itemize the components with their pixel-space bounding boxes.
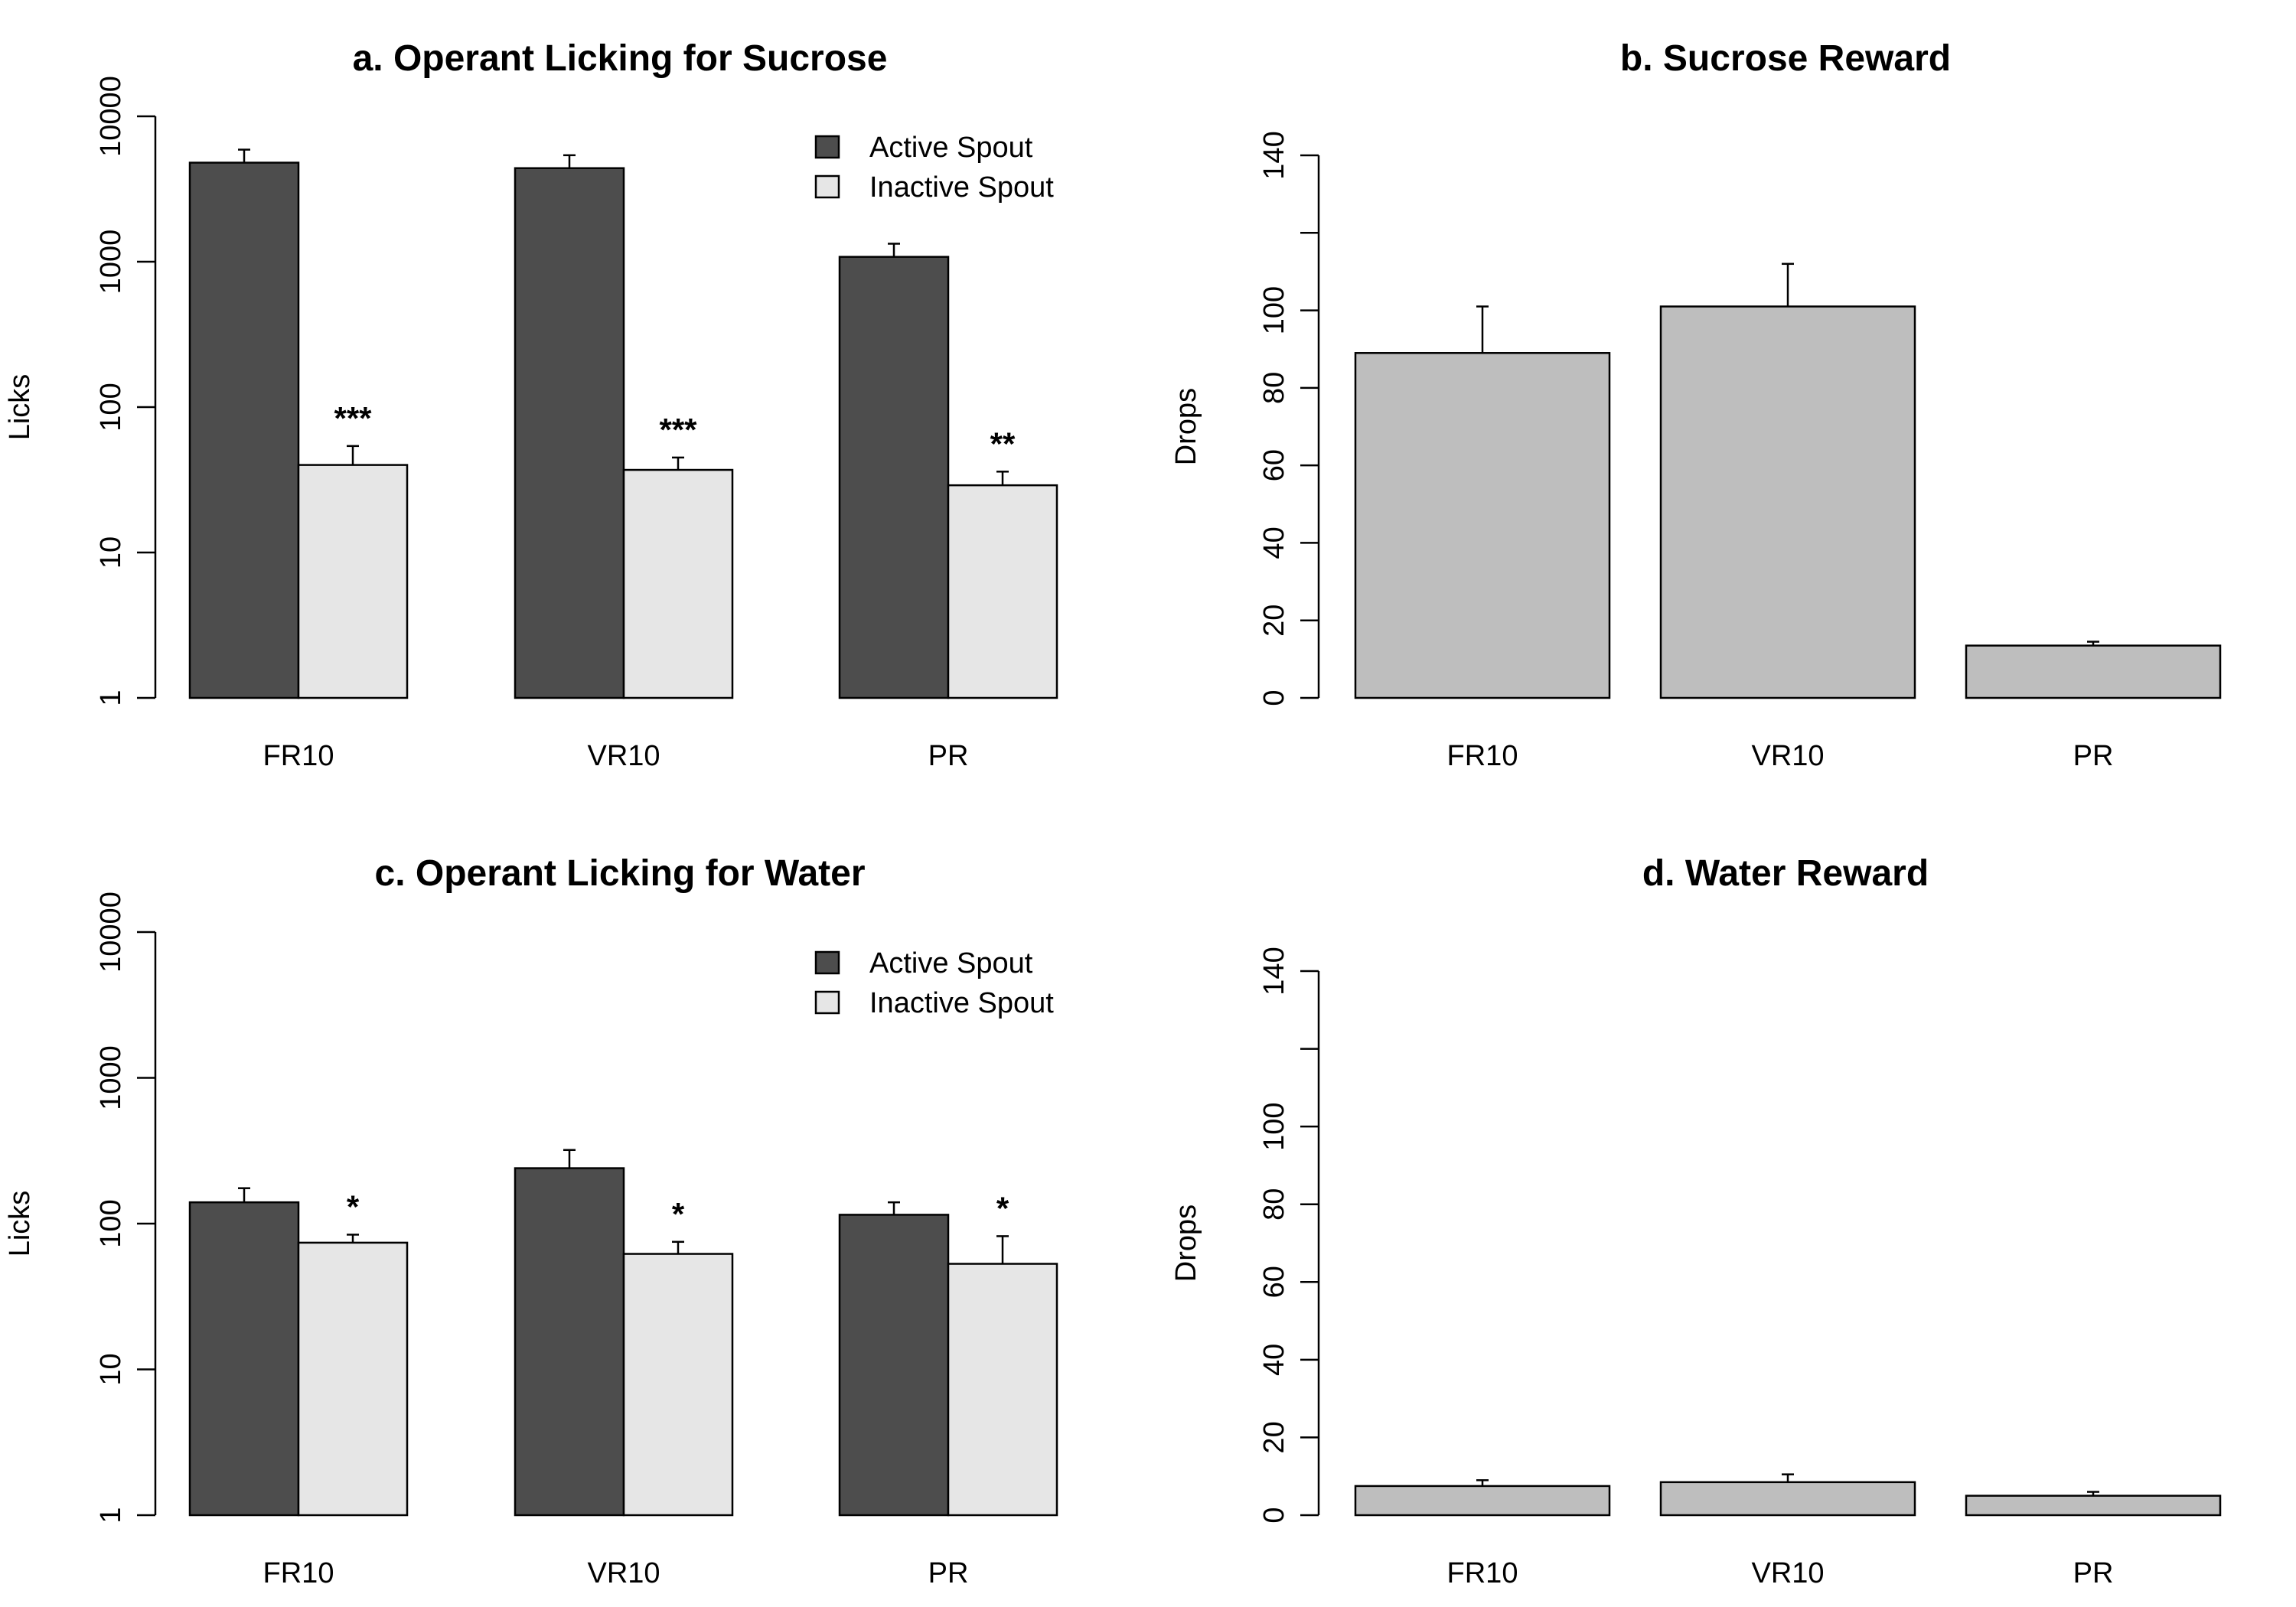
x-category-label: FR10: [1447, 740, 1518, 772]
y-tick-label: 10: [95, 536, 127, 569]
bar: [1354, 352, 1611, 699]
bar: [947, 1263, 1058, 1517]
y-tick-label: 40: [1258, 1344, 1290, 1376]
legend-swatch: [814, 135, 840, 159]
significance-label: *: [672, 1196, 685, 1232]
bar: [1965, 644, 2222, 699]
y-tick-label: 100: [95, 1199, 127, 1247]
legend-swatch: [814, 950, 840, 975]
panel-d: d. Water Reward 0 20 40 60 80 100 140 Drops FR10 V…: [1170, 853, 2222, 1589]
y-tick-label: 100: [1258, 1102, 1290, 1150]
bar: [1659, 1481, 1916, 1517]
bar: [1354, 1485, 1611, 1517]
y-tick-label: 1000: [95, 1045, 127, 1110]
x-category-label: FR10: [263, 1557, 334, 1589]
x-category-label: PR: [2073, 1557, 2114, 1589]
legend-label: Active Spout: [869, 132, 1033, 164]
bar: [514, 1167, 625, 1517]
chart-title: b. Sucrose Reward: [1620, 38, 1951, 79]
panel-a: a. Operant Licking for Sucrose 1 10 100 1000…: [4, 38, 1058, 772]
y-tick-label: 10: [95, 1353, 127, 1385]
bar: [514, 167, 625, 699]
bar: [622, 1253, 734, 1517]
x-category-label: PR: [928, 740, 969, 772]
y-tick-label: 1: [95, 1507, 127, 1523]
legend-label: Active Spout: [869, 947, 1033, 980]
y-axis-label: Licks: [4, 1191, 36, 1257]
y-tick-label: 1: [95, 689, 127, 706]
y-tick-label: 80: [1258, 1188, 1290, 1221]
x-category-label: FR10: [263, 740, 334, 772]
x-category-label: PR: [2073, 740, 2114, 772]
y-tick-label: 80: [1258, 372, 1290, 404]
legend-label: Inactive Spout: [869, 171, 1054, 204]
significance-label: ***: [659, 412, 697, 448]
significance-label: *: [996, 1190, 1009, 1226]
y-axis-label: Drops: [1170, 388, 1202, 465]
bar: [838, 256, 950, 699]
y-tick-label: 140: [1258, 947, 1290, 995]
bar: [1659, 305, 1916, 699]
legend-swatch: [814, 174, 840, 199]
y-tick-label: 20: [1258, 1421, 1290, 1453]
x-category-label: VR10: [587, 740, 660, 772]
chart-title: a. Operant Licking for Sucrose: [353, 38, 888, 79]
bar: [1965, 1495, 2222, 1517]
y-tick-label: 60: [1258, 449, 1290, 481]
bar: [188, 1201, 300, 1517]
panel-c: c. Operant Licking for Water 1 10 100 1000 10…: [4, 853, 1058, 1589]
significance-label: **: [990, 425, 1016, 461]
bar: [622, 468, 734, 699]
x-category-label: VR10: [587, 1557, 660, 1589]
y-tick-label: 10000: [95, 892, 127, 973]
x-category-label: PR: [928, 1557, 969, 1589]
y-axis-label: Licks: [4, 374, 36, 441]
panel-b: b. Sucrose Reward 0 20 40 60 80 100 140 Drops FR1…: [1170, 38, 2222, 772]
y-tick-label: 60: [1258, 1266, 1290, 1298]
x-category-label: VR10: [1751, 740, 1824, 772]
bar: [188, 161, 300, 699]
y-tick-label: 0: [1258, 689, 1290, 706]
y-tick-label: 100: [1258, 286, 1290, 334]
bar: [838, 1214, 950, 1517]
y-tick-label: 1000: [95, 230, 127, 295]
x-category-label: VR10: [1751, 1557, 1824, 1589]
chart-title: d. Water Reward: [1642, 853, 1929, 894]
bar: [297, 464, 409, 699]
y-tick-label: 10000: [95, 76, 127, 157]
y-tick-label: 0: [1258, 1507, 1290, 1523]
y-tick-label: 40: [1258, 526, 1290, 559]
y-tick-label: 20: [1258, 605, 1290, 637]
legend-label: Inactive Spout: [869, 987, 1054, 1019]
bar: [947, 484, 1058, 699]
chart-title: c. Operant Licking for Water: [375, 853, 866, 894]
bar: [297, 1241, 409, 1517]
y-tick-label: 100: [95, 383, 127, 431]
y-axis-label: Drops: [1170, 1204, 1202, 1282]
y-tick-label: 140: [1258, 131, 1290, 179]
legend-swatch: [814, 990, 840, 1015]
significance-label: *: [347, 1188, 360, 1224]
significance-label: ***: [334, 400, 372, 436]
x-category-label: FR10: [1447, 1557, 1518, 1589]
